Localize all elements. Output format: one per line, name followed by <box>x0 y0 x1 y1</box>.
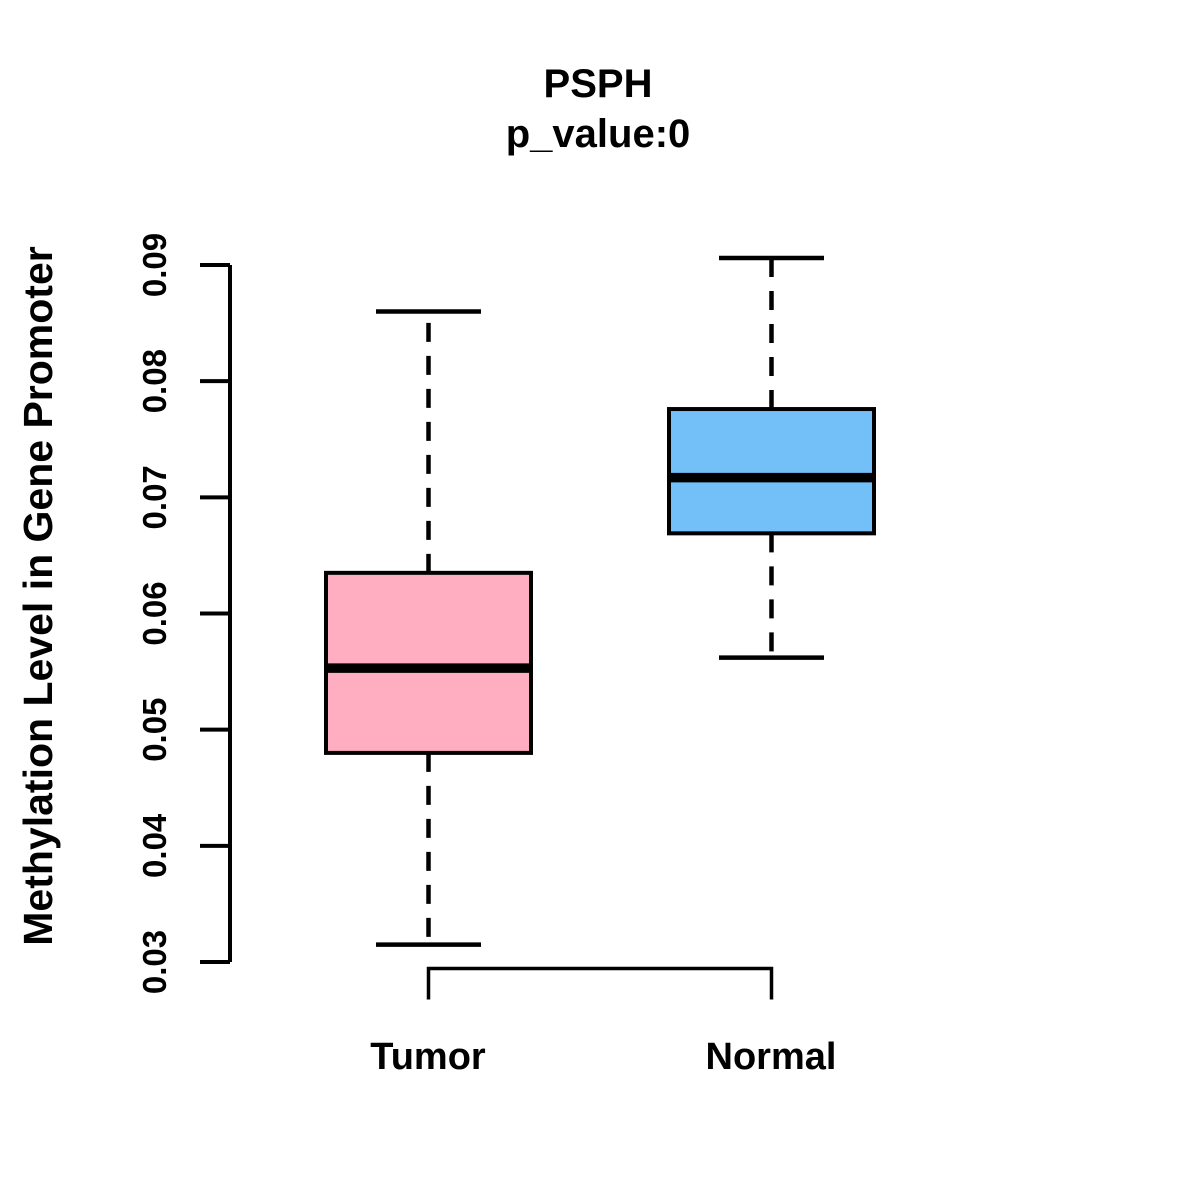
y-axis-tick-label: 0.08 <box>136 349 173 413</box>
normal-box <box>667 407 876 536</box>
tumor-box <box>324 570 533 755</box>
y-axis-tick-label: 0.09 <box>136 233 173 297</box>
y-axis-tick-label: 0.05 <box>136 698 173 762</box>
y-axis-tick-label: 0.06 <box>136 581 173 645</box>
x-category-label-tumor: Tumor <box>370 1036 486 1078</box>
x-category-label-normal: Normal <box>705 1036 837 1078</box>
y-axis-tick-label: 0.03 <box>136 930 173 994</box>
chart-title: PSPH <box>543 62 653 106</box>
y-axis-tick-label: 0.07 <box>136 465 173 529</box>
y-axis-tick-label: 0.04 <box>136 813 173 878</box>
chart-subtitle-pvalue: p_value:0 <box>505 112 691 156</box>
x-axis-bracket <box>426 966 774 1000</box>
